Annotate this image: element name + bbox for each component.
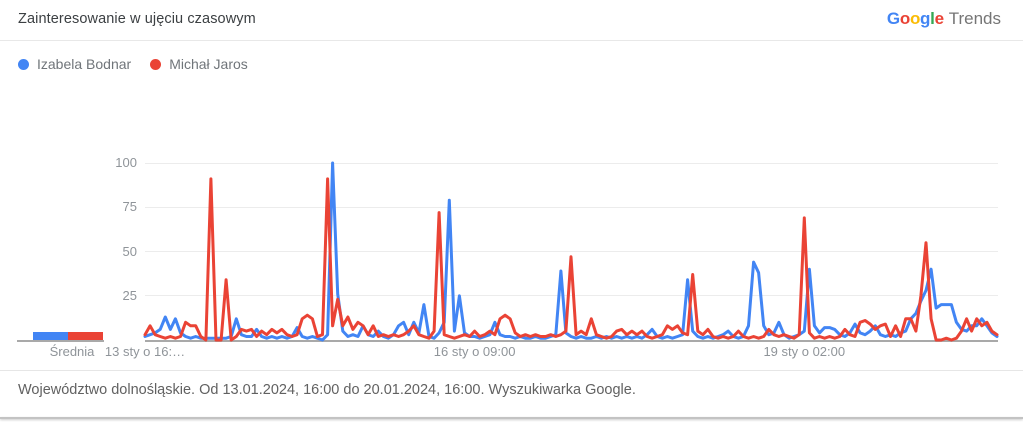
logo-letter: o xyxy=(909,9,921,28)
average-bar-red xyxy=(68,332,103,340)
legend-item-izabela-bodnar[interactable]: Izabela Bodnar xyxy=(18,56,131,72)
title-bar: Zainteresowanie w ujęciu czasowym Google… xyxy=(0,0,1023,41)
widget-bottom-edge xyxy=(0,417,1023,419)
x-axis-line xyxy=(145,340,998,342)
series-line-micha-jaros xyxy=(143,177,999,342)
legend-label: Michał Jaros xyxy=(169,56,248,72)
average-bar-blue xyxy=(33,332,68,340)
legend: Izabela Bodnar Michał Jaros xyxy=(18,56,267,72)
page-title: Zainteresowanie w ujęciu czasowym xyxy=(18,11,256,27)
google-trends-logo[interactable]: Google Trends xyxy=(887,9,1001,29)
footer-caption: Województwo dolnośląskie. Od 13.01.2024,… xyxy=(18,382,636,398)
average-label: Średnia xyxy=(49,344,95,359)
gridline-25 xyxy=(145,295,998,297)
google-logo-letters: Google xyxy=(887,9,944,28)
y-axis-label-100: 100 xyxy=(115,155,137,170)
gridline-50 xyxy=(145,251,998,252)
logo-letter: l xyxy=(930,9,935,28)
gridline-75 xyxy=(145,206,998,208)
x-axis-label-0: 13 sty o 16:… xyxy=(104,344,186,359)
legend-item-micha-jaros[interactable]: Michał Jaros xyxy=(150,56,248,72)
y-axis-label-50: 50 xyxy=(122,243,137,259)
footer-divider xyxy=(0,370,1023,371)
gridline-100 xyxy=(145,162,998,164)
logo-letter: o xyxy=(899,9,910,28)
trends-logo-text: Trends xyxy=(948,9,1001,28)
y-axis-label-75: 75 xyxy=(122,199,137,215)
legend-color-dot xyxy=(150,58,162,70)
logo-letter: e xyxy=(934,9,944,28)
legend-color-dot xyxy=(18,58,29,70)
average-axis-line xyxy=(17,340,104,342)
logo-letter: G xyxy=(886,9,900,28)
x-axis-label-130: 19 sty o 02:00 xyxy=(763,344,846,359)
logo-letter: g xyxy=(920,9,931,28)
legend-label: Izabela Bodnar xyxy=(37,56,132,72)
x-axis-label-65: 16 sty o 09:00 xyxy=(433,344,516,359)
y-axis-label-25: 25 xyxy=(122,287,137,303)
